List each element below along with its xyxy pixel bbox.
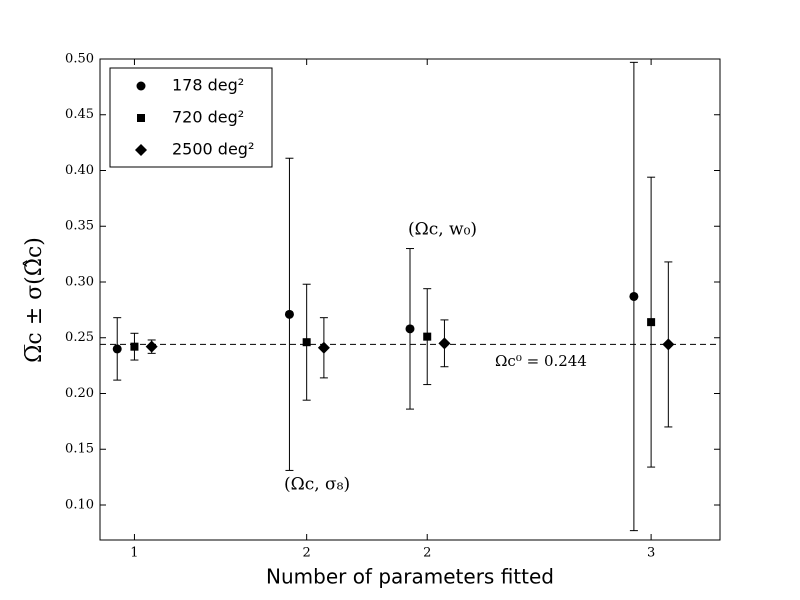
- data-point: [629, 291, 639, 301]
- data-point: [302, 338, 311, 347]
- legend-marker: [137, 114, 145, 122]
- y-tick-label: 0.35: [65, 219, 94, 234]
- data-point: [284, 309, 294, 319]
- x-axis-label: Number of parameters fitted: [266, 565, 554, 589]
- data-point: [130, 342, 139, 351]
- y-tick-label: 0.20: [65, 386, 94, 401]
- data-point: [112, 344, 122, 354]
- data-point: [317, 341, 330, 354]
- legend-marker: [136, 81, 146, 91]
- data-point: [662, 338, 675, 351]
- data-point: [405, 324, 415, 334]
- y-axis-label: Ω̅c ± σ(Ω̂c): [22, 237, 47, 363]
- y-tick-label: 0.40: [65, 163, 94, 178]
- x-tick-label: 1: [130, 546, 138, 561]
- y-tick-label: 0.30: [65, 274, 94, 289]
- x-tick-label: 2: [423, 546, 431, 561]
- legend-label: 720 deg²: [172, 108, 244, 127]
- x-tick-label: 3: [647, 546, 655, 561]
- x-tick-label: 2: [303, 546, 311, 561]
- y-tick-label: 0.50: [65, 52, 94, 67]
- data-point: [423, 332, 432, 341]
- annotation: (Ωc, w₀): [408, 220, 477, 240]
- legend-label: 2500 deg²: [172, 140, 254, 159]
- y-tick-label: 0.15: [65, 442, 94, 457]
- annotation: (Ωc, σ₈): [284, 475, 350, 495]
- reference-label: Ωc⁰ = 0.244: [495, 352, 587, 370]
- legend-label: 178 deg²: [172, 76, 244, 95]
- data-point: [647, 318, 656, 327]
- y-tick-label: 0.25: [65, 330, 94, 345]
- legend-marker: [135, 144, 147, 156]
- y-tick-label: 0.10: [65, 497, 94, 512]
- y-tick-label: 0.45: [65, 107, 94, 122]
- data-point: [145, 340, 158, 353]
- plot-frame: [99, 58, 721, 541]
- data-point: [438, 337, 451, 350]
